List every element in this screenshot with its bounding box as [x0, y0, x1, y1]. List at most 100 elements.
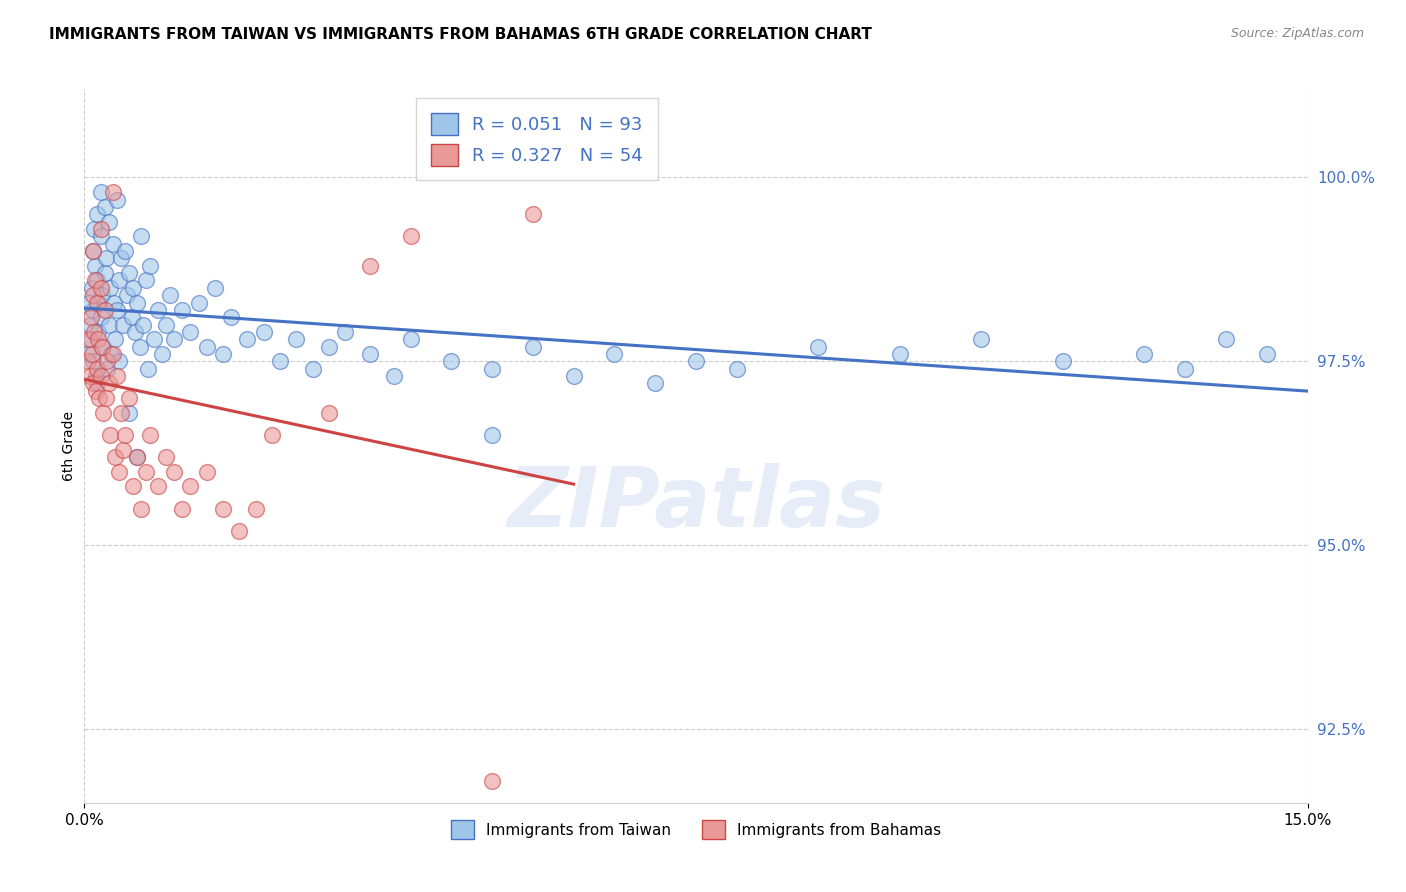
- Point: [269, 354, 291, 368]
- Point: [90, 222, 112, 236]
- Point: [87, 332, 110, 346]
- Point: [179, 325, 201, 339]
- Point: [318, 406, 340, 420]
- Point: [100, 428, 122, 442]
- Point: [77, 332, 100, 346]
- Text: ZIPatlas: ZIPatlas: [508, 463, 884, 543]
- Point: [481, 773, 503, 788]
- Point: [105, 302, 128, 317]
- Point: [104, 332, 127, 346]
- Point: [90, 281, 112, 295]
- Point: [97, 376, 120, 391]
- Point: [80, 332, 103, 346]
- Point: [236, 332, 259, 346]
- Point: [82, 244, 104, 258]
- Point: [522, 340, 544, 354]
- Point: [80, 310, 103, 325]
- Point: [1052, 354, 1074, 368]
- Point: [399, 229, 422, 244]
- Point: [603, 347, 626, 361]
- Point: [105, 193, 128, 207]
- Point: [889, 347, 911, 361]
- Point: [86, 207, 108, 221]
- Point: [90, 185, 112, 199]
- Point: [163, 332, 186, 346]
- Point: [127, 450, 149, 464]
- Point: [253, 325, 276, 339]
- Point: [93, 302, 115, 317]
- Point: [96, 252, 118, 266]
- Point: [84, 369, 107, 384]
- Point: [84, 259, 107, 273]
- Point: [86, 376, 108, 391]
- Point: [77, 347, 100, 361]
- Point: [86, 295, 108, 310]
- Point: [96, 354, 118, 368]
- Point: [195, 340, 218, 354]
- Point: [100, 281, 122, 295]
- Point: [82, 376, 104, 391]
- Point: [172, 501, 194, 516]
- Point: [135, 273, 157, 287]
- Point: [83, 222, 105, 236]
- Point: [146, 479, 169, 493]
- Point: [118, 266, 141, 280]
- Point: [179, 479, 201, 493]
- Point: [285, 332, 308, 346]
- Point: [1174, 361, 1197, 376]
- Point: [399, 332, 422, 346]
- Point: [83, 325, 105, 339]
- Point: [91, 406, 114, 420]
- Point: [91, 340, 114, 354]
- Point: [77, 295, 100, 310]
- Point: [121, 310, 143, 325]
- Point: [122, 281, 145, 295]
- Point: [91, 340, 114, 354]
- Point: [142, 332, 165, 346]
- Point: [127, 295, 149, 310]
- Point: [87, 325, 110, 339]
- Y-axis label: 6th Grade: 6th Grade: [62, 411, 76, 481]
- Point: [163, 465, 186, 479]
- Point: [118, 406, 141, 420]
- Point: [97, 318, 120, 332]
- Point: [172, 302, 194, 317]
- Point: [115, 288, 138, 302]
- Point: [204, 281, 226, 295]
- Point: [138, 259, 160, 273]
- Point: [382, 369, 405, 384]
- Point: [481, 361, 503, 376]
- Point: [127, 450, 149, 464]
- Text: Source: ZipAtlas.com: Source: ZipAtlas.com: [1230, 27, 1364, 40]
- Point: [359, 347, 381, 361]
- Point: [91, 288, 114, 302]
- Point: [103, 295, 125, 310]
- Point: [1215, 332, 1237, 346]
- Point: [82, 288, 104, 302]
- Point: [87, 391, 110, 405]
- Point: [114, 428, 136, 442]
- Point: [84, 384, 107, 398]
- Point: [132, 318, 155, 332]
- Point: [807, 340, 830, 354]
- Point: [1256, 347, 1278, 361]
- Point: [685, 354, 707, 368]
- Point: [103, 450, 125, 464]
- Point: [725, 361, 748, 376]
- Point: [90, 369, 112, 384]
- Point: [150, 347, 173, 361]
- Point: [155, 318, 177, 332]
- Point: [96, 361, 118, 376]
- Point: [212, 347, 235, 361]
- Point: [80, 281, 103, 295]
- Point: [195, 465, 218, 479]
- Point: [131, 501, 153, 516]
- Point: [111, 442, 134, 457]
- Point: [228, 524, 250, 538]
- Point: [138, 428, 160, 442]
- Point: [1133, 347, 1156, 361]
- Point: [90, 310, 112, 325]
- Text: IMMIGRANTS FROM TAIWAN VS IMMIGRANTS FROM BAHAMAS 6TH GRADE CORRELATION CHART: IMMIGRANTS FROM TAIWAN VS IMMIGRANTS FRO…: [49, 27, 872, 42]
- Point: [440, 354, 463, 368]
- Point: [318, 340, 340, 354]
